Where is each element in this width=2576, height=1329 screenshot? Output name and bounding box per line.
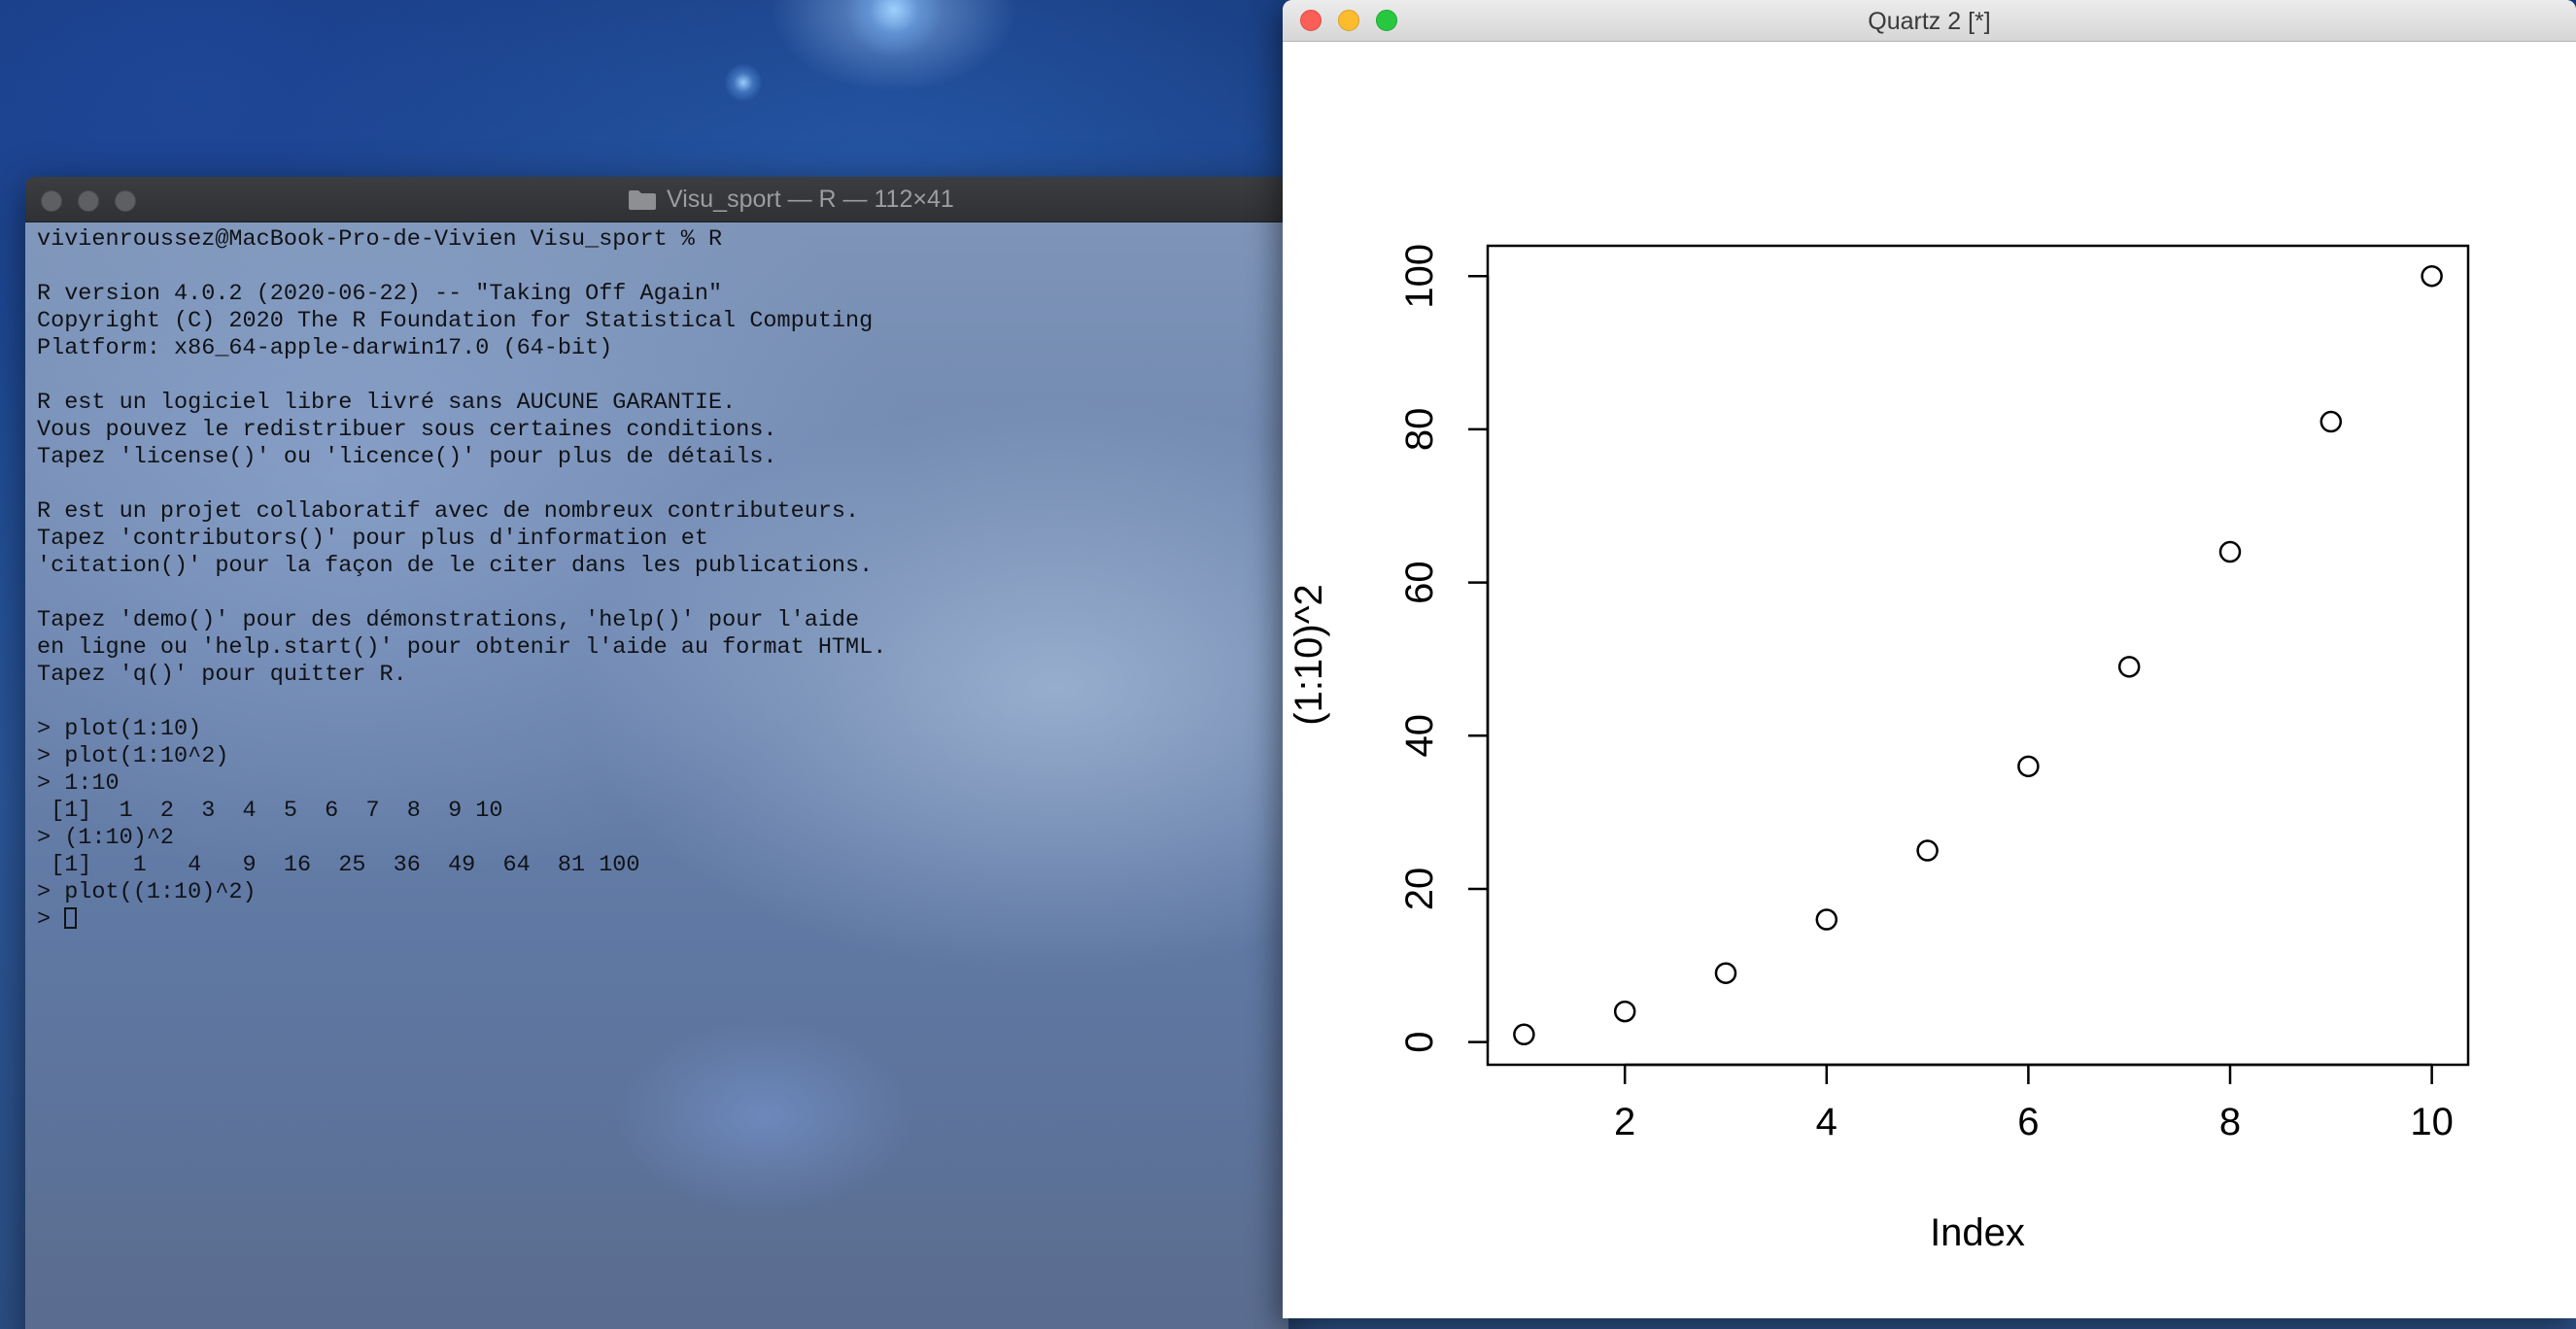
data-point	[2319, 410, 2343, 433]
terminal-line: Copyright (C) 2020 The R Foundation for …	[37, 308, 874, 334]
quartz-titlebar[interactable]: Quartz 2 [*]	[1283, 0, 2576, 42]
folder-icon	[629, 189, 656, 210]
terminal-line: Platform: x86_64-apple-darwin17.0 (64-bi…	[37, 335, 613, 361]
y-tick-label: 0	[1398, 1032, 1441, 1053]
scatter-plot: 2 4 6 8 10 0 20 40 60 80 100 Index (1:10)^2	[1288, 244, 2470, 1254]
zoom-button[interactable]	[1376, 10, 1397, 31]
terminal-line: > 1:10	[37, 770, 120, 797]
terminal-line: > plot((1:10)^2)	[37, 879, 257, 905]
terminal-line: Tapez 'q()' pour quitter R.	[37, 662, 407, 688]
terminal-line: R est un projet collaboratif avec de nom…	[37, 498, 860, 525]
x-axis-label: Index	[1930, 1211, 2025, 1254]
close-button[interactable]	[1300, 10, 1322, 31]
y-axis-ticks: 0 20 40 60 80 100	[1398, 244, 1488, 1053]
terminal-line: > plot(1:10^2)	[37, 743, 229, 769]
terminal-line: Tapez 'contributors()' pour plus d'infor…	[37, 526, 709, 552]
terminal-line: R est un logiciel libre livré sans AUCUN…	[37, 390, 737, 416]
terminal-line: 'citation()' pour la façon de le citer d…	[37, 553, 874, 579]
y-tick-label: 60	[1398, 561, 1441, 604]
data-point	[2421, 264, 2443, 288]
terminal-title: Visu_sport — R — 112×41	[628, 186, 954, 214]
data-point	[2017, 755, 2040, 778]
desktop-light-spot	[724, 63, 763, 102]
x-axis-ticks: 2 4 6 8 10	[1614, 1065, 2454, 1143]
y-tick-label: 20	[1398, 868, 1441, 911]
terminal-window-controls	[41, 190, 136, 212]
plot-box	[1486, 244, 2470, 1067]
terminal-line: vivienroussez@MacBook-Pro-de-Vivien Visu…	[37, 226, 723, 253]
quartz-title: Quartz 2 [*]	[1868, 8, 1991, 35]
close-button[interactable]	[41, 190, 62, 212]
x-tick-label: 10	[2410, 1101, 2454, 1143]
terminal-line: Vous pouvez le redistribuer sous certain…	[37, 417, 777, 443]
terminal-line	[37, 362, 886, 390]
terminal-prompt: >	[37, 906, 65, 933]
y-tick-label: 100	[1398, 244, 1441, 309]
terminal-cursor	[64, 907, 78, 929]
terminal-line	[37, 580, 886, 607]
terminal-line: [1] 1 2 3 4 5 6 7 8 9 10	[37, 798, 503, 824]
terminal-line: Tapez 'demo()' pour des démonstrations, …	[37, 607, 860, 633]
terminal-line: en ligne ou 'help.start()' pour obtenir …	[37, 634, 887, 661]
y-tick-label: 80	[1398, 408, 1441, 452]
minimize-button[interactable]	[78, 190, 99, 212]
terminal-window[interactable]: Visu_sport — R — 112×41 vivienroussez@Ma…	[25, 177, 1288, 1329]
x-tick-label: 4	[1816, 1101, 1838, 1143]
terminal-text: vivienroussez@MacBook-Pro-de-Vivien Visu…	[37, 226, 886, 934]
terminal-titlebar[interactable]: Visu_sport — R — 112×41	[25, 177, 1288, 222]
zoom-button[interactable]	[115, 190, 136, 212]
terminal-line	[37, 471, 886, 498]
quartz-plot-window[interactable]: Quartz 2 [*] 2 4 6 8 10 0 20 40 60 80 100 Index (…	[1283, 0, 2576, 1318]
terminal-title-text: Visu_sport — R — 112×41	[667, 186, 954, 213]
data-point	[1815, 908, 1838, 931]
terminal-line: Tapez 'license()' ou 'licence()' pour pl…	[37, 444, 777, 470]
terminal-line	[37, 254, 886, 281]
terminal-prompt-line[interactable]: >	[37, 906, 886, 934]
data-point	[1714, 962, 1737, 984]
terminal-output-area[interactable]: vivienroussez@MacBook-Pro-de-Vivien Visu…	[25, 222, 1288, 1329]
data-point	[1513, 1023, 1535, 1046]
terminal-line: > (1:10)^2	[37, 825, 175, 851]
terminal-line: [1] 1 4 9 16 25 36 49 64 81 100	[37, 852, 640, 878]
data-point	[1613, 1000, 1636, 1023]
y-tick-label: 40	[1398, 714, 1441, 758]
x-tick-label: 2	[1614, 1101, 1635, 1143]
x-tick-label: 8	[2219, 1101, 2241, 1143]
data-point	[1916, 839, 1939, 862]
data-points	[1513, 264, 2443, 1046]
data-point	[2218, 540, 2242, 563]
data-point	[2117, 656, 2141, 678]
terminal-line: > plot(1:10)	[37, 716, 202, 742]
desktop-light-spot	[845, 0, 943, 58]
minimize-button[interactable]	[1338, 10, 1359, 31]
terminal-line: R version 4.0.2 (2020-06-22) -- "Taking …	[37, 281, 723, 307]
x-tick-label: 6	[2017, 1101, 2039, 1143]
y-axis-label: (1:10)^2	[1288, 584, 1330, 726]
terminal-line	[37, 689, 886, 716]
